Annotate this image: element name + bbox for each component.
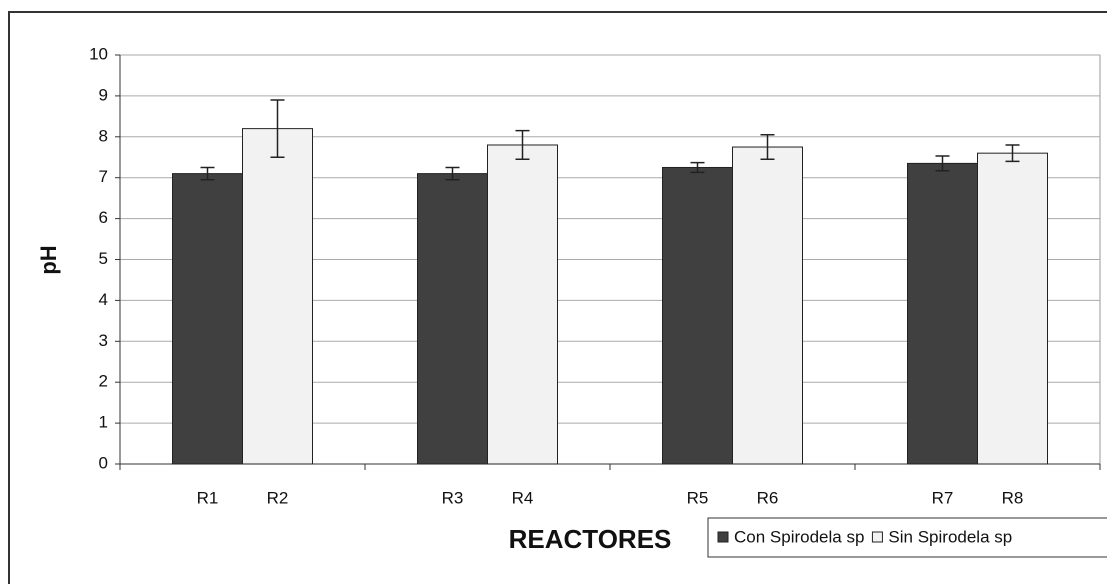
error-bar <box>935 155 950 172</box>
error-bar <box>445 166 460 181</box>
bar <box>662 166 733 465</box>
bar <box>487 144 558 465</box>
x-tick-label: R3 <box>442 488 464 507</box>
y-tick-label: 9 <box>99 85 108 104</box>
legend-swatch <box>871 531 883 543</box>
bar <box>172 173 243 465</box>
x-tick-label: R4 <box>512 488 534 507</box>
error-bar <box>270 99 285 158</box>
bar <box>907 162 978 465</box>
bar <box>242 128 313 465</box>
error-bar <box>515 129 530 161</box>
error-bar <box>760 134 775 161</box>
legend-label: Con Spirodela sp <box>734 527 864 546</box>
legend-label: Sin Spirodela sp <box>888 527 1012 546</box>
x-tick-label: R2 <box>267 488 289 507</box>
y-tick-label: 2 <box>99 372 108 391</box>
y-tick-label: 7 <box>99 167 108 186</box>
error-bar <box>200 166 215 181</box>
bar <box>732 146 803 465</box>
legend-box <box>707 517 1107 558</box>
bar <box>417 173 488 465</box>
x-axis-label: REACTORES <box>509 524 672 554</box>
x-tick-label: R6 <box>757 488 779 507</box>
y-tick-label: 10 <box>89 44 108 63</box>
x-tick-label: R8 <box>1002 488 1024 507</box>
error-bar <box>1005 144 1020 163</box>
y-tick-label: 0 <box>99 453 108 472</box>
y-tick-label: 4 <box>99 290 108 309</box>
x-tick-label: R1 <box>197 488 219 507</box>
x-tick-label: R5 <box>687 488 709 507</box>
x-tick-label: R7 <box>932 488 954 507</box>
y-tick-label: 1 <box>99 413 108 432</box>
error-bar <box>690 161 705 174</box>
y-tick-label: 8 <box>99 126 108 145</box>
y-axis-label: pH <box>36 245 61 274</box>
bar <box>977 152 1048 465</box>
legend-swatch <box>717 531 729 543</box>
y-tick-label: 5 <box>99 249 108 268</box>
y-tick-label: 3 <box>99 331 108 350</box>
y-tick-label: 6 <box>99 208 108 227</box>
